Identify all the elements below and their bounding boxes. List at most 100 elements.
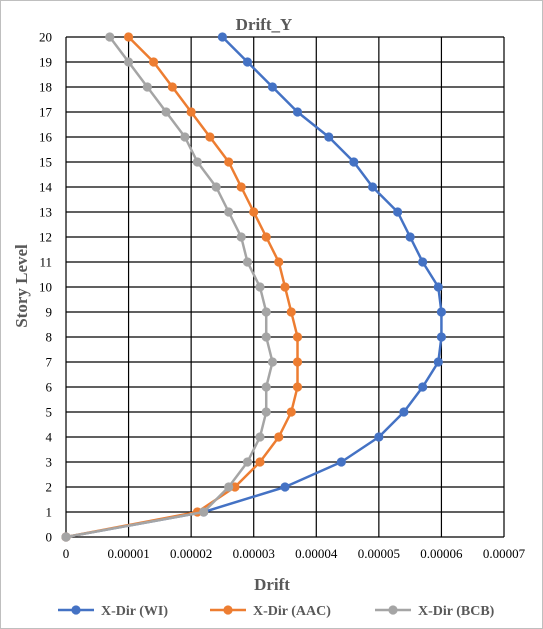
y-tick-label: 5 [46, 405, 53, 420]
y-tick-label: 0 [46, 530, 53, 545]
legend-label: X-Dir (BCB) [418, 604, 495, 619]
data-point [436, 332, 447, 342]
data-point [286, 307, 296, 317]
data-point [261, 407, 271, 417]
y-tick-label: 15 [39, 155, 52, 170]
x-tick-labels: 0 0.00001 0.00002 0.00003 0.00004 0.00005 0.00… [63, 546, 526, 561]
data-point [142, 82, 152, 92]
data-point [105, 32, 115, 42]
data-point [267, 357, 278, 367]
data-point [261, 382, 271, 392]
data-point [255, 432, 265, 442]
y-tick-label: 1 [46, 505, 53, 520]
data-point [255, 282, 265, 292]
data-point [224, 207, 234, 217]
x-tick-label: 0.00002 [170, 546, 212, 561]
legend-marker [71, 605, 81, 615]
x-tick-label: 0.00005 [358, 546, 400, 561]
y-tick-label: 4 [46, 430, 53, 445]
data-point [242, 57, 253, 67]
data-point [199, 507, 209, 517]
y-tick-label: 10 [39, 280, 52, 295]
legend-marker [388, 605, 398, 615]
data-point [405, 232, 415, 242]
y-tick-label: 9 [46, 305, 53, 320]
data-point [368, 182, 378, 192]
data-point [292, 382, 303, 392]
data-point [161, 107, 171, 117]
data-point [224, 157, 234, 167]
y-tick-label: 20 [39, 30, 52, 45]
y-tick-label: 12 [39, 230, 52, 245]
x-tick-label: 0.00001 [107, 546, 149, 561]
data-point [242, 457, 253, 467]
chart-title: Drift_Y [236, 15, 293, 34]
data-point [393, 207, 403, 217]
y-tick-label: 18 [39, 80, 52, 95]
y-axis-title: Story Level [12, 244, 31, 328]
data-point [217, 32, 228, 42]
x-tick-label: 0.00004 [295, 546, 338, 561]
data-point [123, 57, 134, 67]
x-tick-label: 0.00003 [233, 546, 275, 561]
series-layer [61, 32, 447, 542]
y-tick-label: 8 [46, 330, 53, 345]
legend: X-Dir (WI) X-Dir (AAC) X-Dir (BCB) [58, 604, 495, 619]
data-point [261, 232, 271, 242]
data-point [286, 407, 296, 417]
data-point [274, 432, 284, 442]
data-point [261, 332, 271, 342]
data-point [267, 82, 278, 92]
y-tick-label: 17 [39, 105, 53, 120]
data-point [374, 432, 384, 442]
series-2 [61, 32, 303, 542]
data-point [211, 182, 221, 192]
data-point [433, 282, 443, 292]
x-tick-label: 0.00006 [420, 546, 463, 561]
data-point [349, 157, 359, 167]
data-point [149, 57, 159, 67]
series-1 [61, 32, 447, 542]
y-tick-label: 2 [46, 480, 53, 495]
data-point [61, 532, 71, 542]
data-point [249, 207, 259, 217]
y-tick-label: 13 [39, 205, 52, 220]
data-point [324, 132, 334, 142]
y-tick-label: 16 [39, 130, 53, 145]
data-point [186, 107, 196, 117]
data-point [236, 232, 246, 242]
y-tick-label: 11 [39, 255, 52, 270]
x-tick-label: 0 [63, 546, 70, 561]
data-point [418, 382, 428, 392]
x-axis-title: Drift [254, 575, 290, 594]
series-3 [61, 32, 278, 542]
y-tick-label: 3 [46, 455, 53, 470]
y-tick-label: 6 [46, 380, 53, 395]
data-point [261, 307, 271, 317]
data-point [292, 107, 303, 117]
x-tick-label: 0.00007 [483, 546, 526, 561]
data-point [336, 457, 346, 467]
data-point [418, 257, 428, 267]
legend-marker [223, 605, 233, 615]
data-point [274, 257, 284, 267]
data-point [205, 132, 215, 142]
data-point [280, 282, 290, 292]
data-point [433, 357, 443, 367]
data-point [255, 457, 265, 467]
data-point [236, 182, 246, 192]
y-tick-label: 7 [46, 355, 53, 370]
legend-item: X-Dir (BCB) [375, 604, 495, 619]
legend-item: X-Dir (WI) [58, 604, 168, 619]
legend-item: X-Dir (AAC) [210, 604, 331, 619]
data-point [436, 307, 447, 317]
data-point [180, 132, 190, 142]
data-point [242, 257, 253, 267]
data-point [399, 407, 409, 417]
data-point [123, 32, 134, 42]
data-point [167, 82, 177, 92]
y-tick-label: 19 [39, 55, 52, 70]
